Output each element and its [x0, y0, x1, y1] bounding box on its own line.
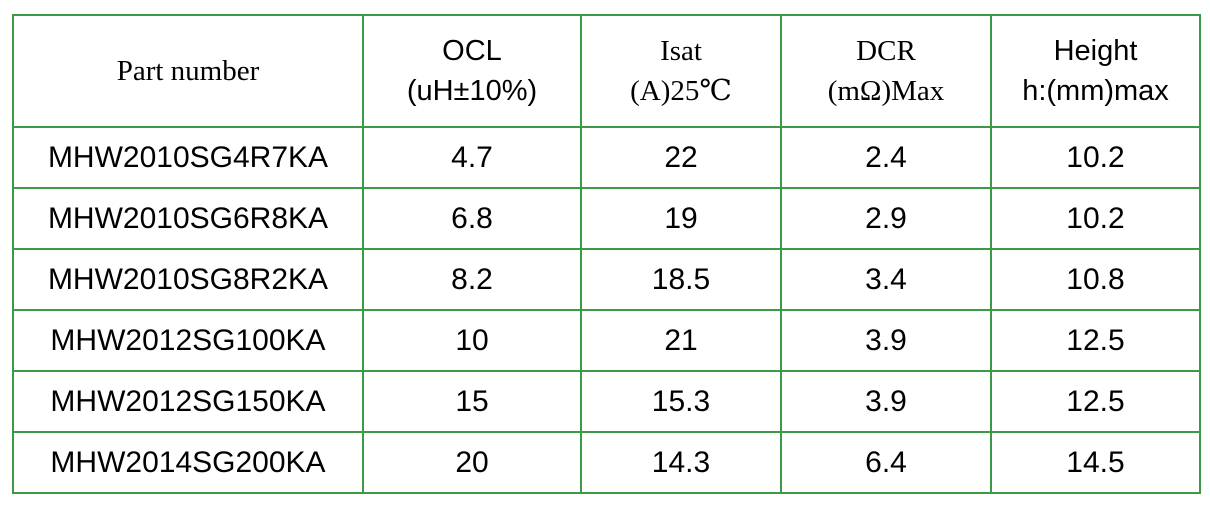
value-cell: 6.8: [362, 187, 582, 250]
header-text: Height: [1053, 35, 1138, 67]
value-cell: 22: [580, 126, 782, 189]
header-row: Part number OCL (uH±10%) Isat (A)25℃ DCR (mΩ)M…: [12, 14, 1201, 128]
value-cell: 10.2: [990, 187, 1201, 250]
value-cell: 10.8: [990, 248, 1201, 311]
part-number-cell: MHW2010SG4R7KA: [12, 126, 364, 189]
value-cell: 2.4: [780, 126, 992, 189]
part-number-cell: MHW2010SG8R2KA: [12, 248, 364, 311]
data-row: MHW2010SG8R2KA 8.2 18.5 3.4 10.8: [12, 248, 1201, 311]
header-text: DCR: [856, 35, 916, 67]
data-row: MHW2010SG4R7KA 4.7 22 2.4 10.2: [12, 126, 1201, 189]
value-cell: 15.3: [580, 370, 782, 433]
header-text: OCL: [442, 35, 502, 67]
header-text: (mΩ)Max: [827, 75, 945, 107]
value-cell: 2.9: [780, 187, 992, 250]
header-text: Isat: [660, 35, 702, 67]
data-row: MHW2010SG6R8KA 6.8 19 2.9 10.2: [12, 187, 1201, 250]
value-cell: 15: [362, 370, 582, 433]
value-cell: 4.7: [362, 126, 582, 189]
value-cell: 10: [362, 309, 582, 372]
value-cell: 12.5: [990, 309, 1201, 372]
header-text: (A)25℃: [630, 75, 732, 107]
header-cell: DCR (mΩ)Max: [780, 14, 992, 128]
value-cell: 3.9: [780, 370, 992, 433]
part-number-cell: MHW2010SG6R8KA: [12, 187, 364, 250]
part-number-cell: MHW2012SG100KA: [12, 309, 364, 372]
part-number-cell: MHW2014SG200KA: [12, 431, 364, 494]
value-cell: 19: [580, 187, 782, 250]
header-text: h:(mm)max: [1022, 75, 1169, 107]
value-cell: 14.3: [580, 431, 782, 494]
header-cell: Part number: [12, 14, 364, 128]
header-text: (uH±10%): [406, 75, 538, 107]
data-row: MHW2014SG200KA 20 14.3 6.4 14.5: [12, 431, 1201, 494]
header-cell: Isat (A)25℃: [580, 14, 782, 128]
data-row: MHW2012SG100KA 10 21 3.9 12.5: [12, 309, 1201, 372]
value-cell: 3.4: [780, 248, 992, 311]
part-number-cell: MHW2012SG150KA: [12, 370, 364, 433]
header-text: Part number: [116, 55, 260, 87]
value-cell: 10.2: [990, 126, 1201, 189]
value-cell: 18.5: [580, 248, 782, 311]
data-row: MHW2012SG150KA 15 15.3 3.9 12.5: [12, 370, 1201, 433]
value-cell: 21: [580, 309, 782, 372]
value-cell: 14.5: [990, 431, 1201, 494]
value-cell: 20: [362, 431, 582, 494]
header-cell: OCL (uH±10%): [362, 14, 582, 128]
value-cell: 6.4: [780, 431, 992, 494]
value-cell: 3.9: [780, 309, 992, 372]
value-cell: 8.2: [362, 248, 582, 311]
value-cell: 12.5: [990, 370, 1201, 433]
header-cell: Height h:(mm)max: [990, 14, 1201, 128]
spec-table: Part number OCL (uH±10%) Isat (A)25℃ DCR (mΩ)M…: [12, 14, 1201, 494]
